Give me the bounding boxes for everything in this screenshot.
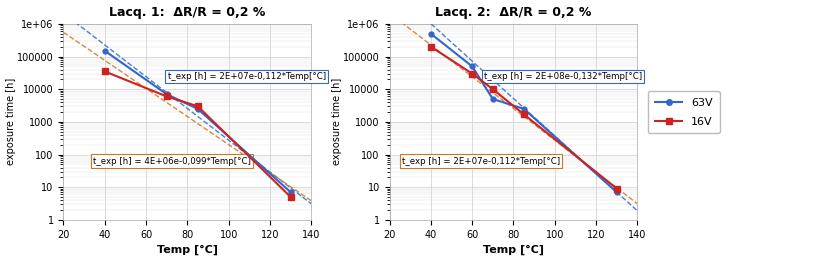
16V <box>100 70 110 73</box>
Legend: 63V, 16V: 63V, 16V <box>648 91 719 133</box>
Line: 16V: 16V <box>428 44 620 191</box>
16V <box>426 45 436 48</box>
63V <box>193 107 203 110</box>
16V <box>488 88 497 91</box>
63V <box>162 93 172 96</box>
Text: t_exp [h] = 2E+08e-0,132*Temp[°C]: t_exp [h] = 2E+08e-0,132*Temp[°C] <box>483 72 642 81</box>
Y-axis label: exposure time [h]: exposure time [h] <box>332 78 342 165</box>
Line: 16V: 16V <box>102 69 294 200</box>
63V <box>285 191 295 194</box>
Line: 63V: 63V <box>428 31 620 195</box>
63V <box>100 49 110 52</box>
16V <box>612 187 622 190</box>
Text: t_exp [h] = 4E+06e-0,099*Temp[°C]: t_exp [h] = 4E+06e-0,099*Temp[°C] <box>93 157 251 165</box>
Y-axis label: exposure time [h]: exposure time [h] <box>6 78 16 165</box>
63V <box>519 107 529 110</box>
63V <box>488 97 497 100</box>
16V <box>519 113 529 116</box>
16V <box>467 72 477 75</box>
Title: Lacq. 1:  ΔR/R = 0,2 %: Lacq. 1: ΔR/R = 0,2 % <box>109 5 266 19</box>
Title: Lacq. 2:  ΔR/R = 0,2 %: Lacq. 2: ΔR/R = 0,2 % <box>436 5 592 19</box>
63V <box>612 191 622 194</box>
Text: t_exp [h] = 2E+07e-0,112*Temp[°C]: t_exp [h] = 2E+07e-0,112*Temp[°C] <box>167 72 326 81</box>
Line: 63V: 63V <box>102 48 293 195</box>
16V <box>162 95 172 98</box>
16V <box>285 195 295 199</box>
63V <box>426 32 436 35</box>
Text: t_exp [h] = 2E+07e-0,112*Temp[°C]: t_exp [h] = 2E+07e-0,112*Temp[°C] <box>402 157 560 165</box>
X-axis label: Temp [°C]: Temp [°C] <box>483 245 544 256</box>
16V <box>193 105 203 108</box>
X-axis label: Temp [°C]: Temp [°C] <box>157 245 218 256</box>
63V <box>467 65 477 68</box>
